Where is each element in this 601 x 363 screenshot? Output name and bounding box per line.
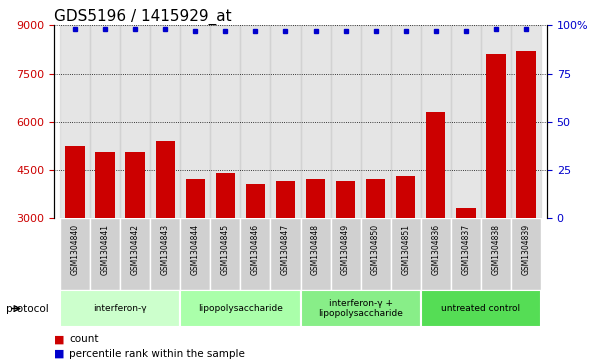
Text: interferon-γ: interferon-γ: [93, 304, 147, 313]
Bar: [246, 184, 265, 218]
FancyBboxPatch shape: [300, 218, 331, 290]
Bar: [336, 181, 355, 218]
Text: GSM1304844: GSM1304844: [191, 224, 200, 275]
Text: GSM1304837: GSM1304837: [462, 224, 470, 275]
Bar: [481, 25, 511, 218]
Bar: [300, 25, 331, 218]
Bar: [486, 54, 505, 218]
FancyBboxPatch shape: [60, 218, 90, 290]
Text: GSM1304848: GSM1304848: [311, 224, 320, 274]
FancyBboxPatch shape: [300, 290, 421, 327]
FancyBboxPatch shape: [180, 290, 300, 327]
Text: GSM1304850: GSM1304850: [371, 224, 380, 275]
Text: GSM1304836: GSM1304836: [432, 224, 440, 275]
Bar: [150, 25, 180, 218]
Bar: [331, 25, 361, 218]
FancyBboxPatch shape: [331, 218, 361, 290]
Text: GSM1304843: GSM1304843: [161, 224, 169, 275]
FancyBboxPatch shape: [60, 290, 180, 327]
Text: GSM1304839: GSM1304839: [522, 224, 530, 275]
Text: lipopolysaccharide: lipopolysaccharide: [198, 304, 283, 313]
Bar: [126, 152, 145, 218]
Bar: [421, 25, 451, 218]
Bar: [306, 179, 325, 218]
Bar: [366, 179, 385, 218]
Bar: [96, 152, 115, 218]
Bar: [180, 25, 210, 218]
Text: GSM1304845: GSM1304845: [221, 224, 230, 275]
Text: ■: ■: [54, 349, 68, 359]
Text: GSM1304851: GSM1304851: [401, 224, 410, 274]
Text: GSM1304842: GSM1304842: [131, 224, 139, 274]
FancyBboxPatch shape: [120, 218, 150, 290]
Bar: [361, 25, 391, 218]
Text: GSM1304849: GSM1304849: [341, 224, 350, 275]
FancyBboxPatch shape: [511, 218, 541, 290]
Bar: [66, 146, 85, 218]
Text: count: count: [69, 334, 99, 344]
Text: interferon-γ +
lipopolysaccharide: interferon-γ + lipopolysaccharide: [318, 299, 403, 318]
Bar: [60, 25, 90, 218]
Bar: [456, 208, 475, 218]
Bar: [276, 181, 295, 218]
FancyBboxPatch shape: [451, 218, 481, 290]
Text: GSM1304847: GSM1304847: [281, 224, 290, 275]
Text: protocol: protocol: [6, 303, 49, 314]
FancyBboxPatch shape: [421, 218, 451, 290]
Bar: [511, 25, 541, 218]
Bar: [391, 25, 421, 218]
FancyBboxPatch shape: [90, 218, 120, 290]
Text: ■: ■: [54, 334, 68, 344]
Bar: [516, 51, 535, 218]
Bar: [156, 141, 175, 218]
Text: GSM1304841: GSM1304841: [101, 224, 109, 274]
FancyBboxPatch shape: [481, 218, 511, 290]
FancyBboxPatch shape: [180, 218, 210, 290]
Bar: [210, 25, 240, 218]
Bar: [120, 25, 150, 218]
Bar: [90, 25, 120, 218]
Bar: [216, 173, 235, 218]
FancyBboxPatch shape: [361, 218, 391, 290]
FancyBboxPatch shape: [150, 218, 180, 290]
Bar: [396, 176, 415, 218]
Text: GSM1304846: GSM1304846: [251, 224, 260, 275]
Text: untreated control: untreated control: [441, 304, 520, 313]
FancyBboxPatch shape: [421, 290, 541, 327]
FancyBboxPatch shape: [210, 218, 240, 290]
Bar: [186, 179, 205, 218]
FancyBboxPatch shape: [270, 218, 300, 290]
Bar: [426, 112, 445, 218]
Bar: [451, 25, 481, 218]
Text: percentile rank within the sample: percentile rank within the sample: [69, 349, 245, 359]
Text: GSM1304840: GSM1304840: [71, 224, 79, 275]
FancyBboxPatch shape: [391, 218, 421, 290]
Text: GDS5196 / 1415929_at: GDS5196 / 1415929_at: [54, 9, 232, 25]
Bar: [240, 25, 270, 218]
Bar: [270, 25, 300, 218]
FancyBboxPatch shape: [240, 218, 270, 290]
Text: GSM1304838: GSM1304838: [492, 224, 500, 274]
